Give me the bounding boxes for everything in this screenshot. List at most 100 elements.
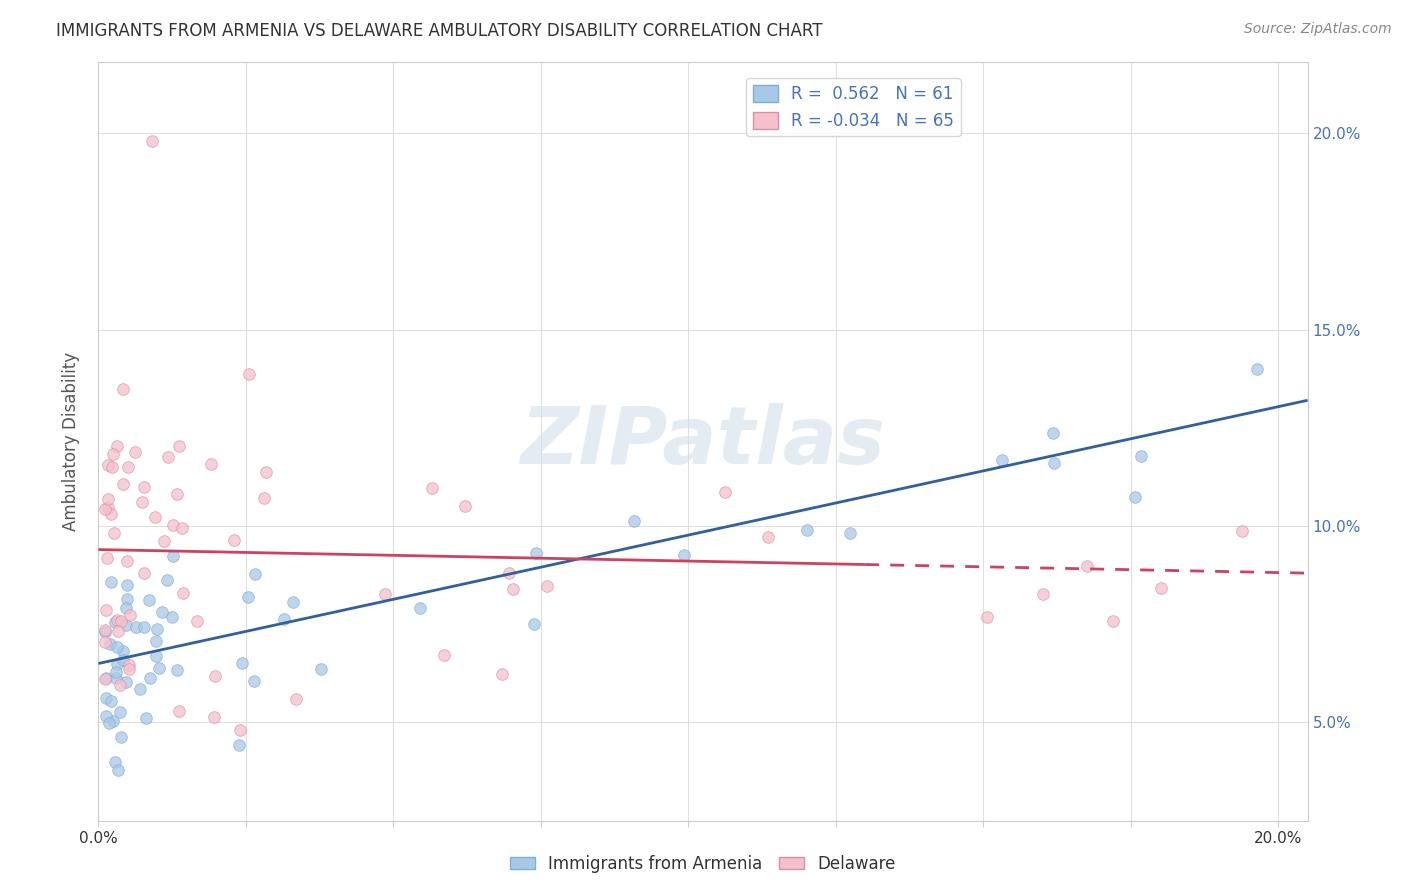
Point xyxy=(238,368,260,382)
Point xyxy=(200,457,222,471)
Point xyxy=(105,671,128,685)
Point xyxy=(229,723,252,737)
Point xyxy=(125,619,148,633)
Point xyxy=(186,615,208,629)
Y-axis label: Ambulatory Disability: Ambulatory Disability xyxy=(62,352,80,531)
Point xyxy=(374,587,396,601)
Point xyxy=(273,612,295,626)
Point xyxy=(523,616,546,631)
Point xyxy=(100,507,122,521)
Text: IMMIGRANTS FROM ARMENIA VS DELAWARE AMBULATORY DISABILITY CORRELATION CHART: IMMIGRANTS FROM ARMENIA VS DELAWARE AMBU… xyxy=(56,22,823,40)
Point xyxy=(94,690,117,705)
Point xyxy=(108,677,131,691)
Point xyxy=(236,591,259,605)
Point xyxy=(153,533,176,548)
Point xyxy=(166,486,188,500)
Point xyxy=(254,465,277,479)
Point xyxy=(146,622,169,636)
Point xyxy=(170,520,193,534)
Point xyxy=(115,618,138,632)
Point xyxy=(107,763,129,777)
Point xyxy=(94,623,117,637)
Point xyxy=(110,730,132,744)
Point xyxy=(150,605,173,619)
Point xyxy=(105,439,128,453)
Point xyxy=(408,601,430,615)
Point xyxy=(162,549,184,564)
Point xyxy=(156,574,179,588)
Point xyxy=(105,640,128,655)
Point xyxy=(1230,524,1253,539)
Point xyxy=(114,601,136,615)
Point xyxy=(97,501,120,516)
Point xyxy=(97,492,120,507)
Point xyxy=(100,694,122,708)
Point xyxy=(202,710,225,724)
Point xyxy=(166,663,188,677)
Point xyxy=(242,673,264,688)
Point xyxy=(454,499,477,513)
Point xyxy=(129,681,152,696)
Point xyxy=(139,671,162,685)
Point xyxy=(110,705,132,719)
Point xyxy=(228,738,250,752)
Point xyxy=(131,495,153,509)
Point xyxy=(118,607,141,622)
Point xyxy=(101,447,124,461)
Point xyxy=(145,634,167,648)
Legend: R =  0.562   N = 61, R = -0.034   N = 65: R = 0.562 N = 61, R = -0.034 N = 65 xyxy=(747,78,960,136)
Point xyxy=(145,649,167,664)
Text: ZIPatlas: ZIPatlas xyxy=(520,402,886,481)
Point xyxy=(112,382,135,396)
Point xyxy=(491,666,513,681)
Point xyxy=(1032,587,1054,601)
Point xyxy=(1129,449,1152,463)
Point xyxy=(1102,614,1125,628)
Point xyxy=(96,550,118,565)
Point xyxy=(112,653,135,667)
Point xyxy=(309,663,332,677)
Point xyxy=(94,635,117,649)
Point xyxy=(1042,425,1064,440)
Legend: Immigrants from Armenia, Delaware: Immigrants from Armenia, Delaware xyxy=(503,848,903,880)
Point xyxy=(94,625,117,640)
Point xyxy=(1246,362,1268,376)
Point xyxy=(524,546,547,560)
Point xyxy=(124,445,146,459)
Point xyxy=(502,582,524,596)
Point xyxy=(143,510,166,524)
Point xyxy=(169,705,191,719)
Point xyxy=(94,709,117,723)
Point xyxy=(103,714,125,729)
Point xyxy=(714,485,737,500)
Point xyxy=(97,458,120,472)
Point xyxy=(243,567,266,582)
Point xyxy=(104,755,127,769)
Point xyxy=(1042,456,1064,470)
Point xyxy=(134,620,156,634)
Point xyxy=(498,566,520,580)
Point xyxy=(204,669,226,683)
Point xyxy=(105,613,128,627)
Point xyxy=(117,460,139,475)
Point xyxy=(1150,581,1173,595)
Point xyxy=(132,480,155,494)
Point xyxy=(222,533,245,547)
Point xyxy=(623,514,645,528)
Point xyxy=(162,518,184,533)
Point xyxy=(976,610,998,624)
Point xyxy=(93,501,115,516)
Point xyxy=(103,526,125,541)
Point xyxy=(117,592,139,607)
Point xyxy=(420,481,443,495)
Point xyxy=(1123,490,1146,504)
Point xyxy=(231,656,253,670)
Point xyxy=(134,566,156,580)
Point xyxy=(756,530,779,544)
Point xyxy=(98,716,121,731)
Point xyxy=(94,603,117,617)
Point xyxy=(172,585,194,599)
Point xyxy=(536,579,558,593)
Point xyxy=(115,578,138,592)
Point xyxy=(135,711,157,725)
